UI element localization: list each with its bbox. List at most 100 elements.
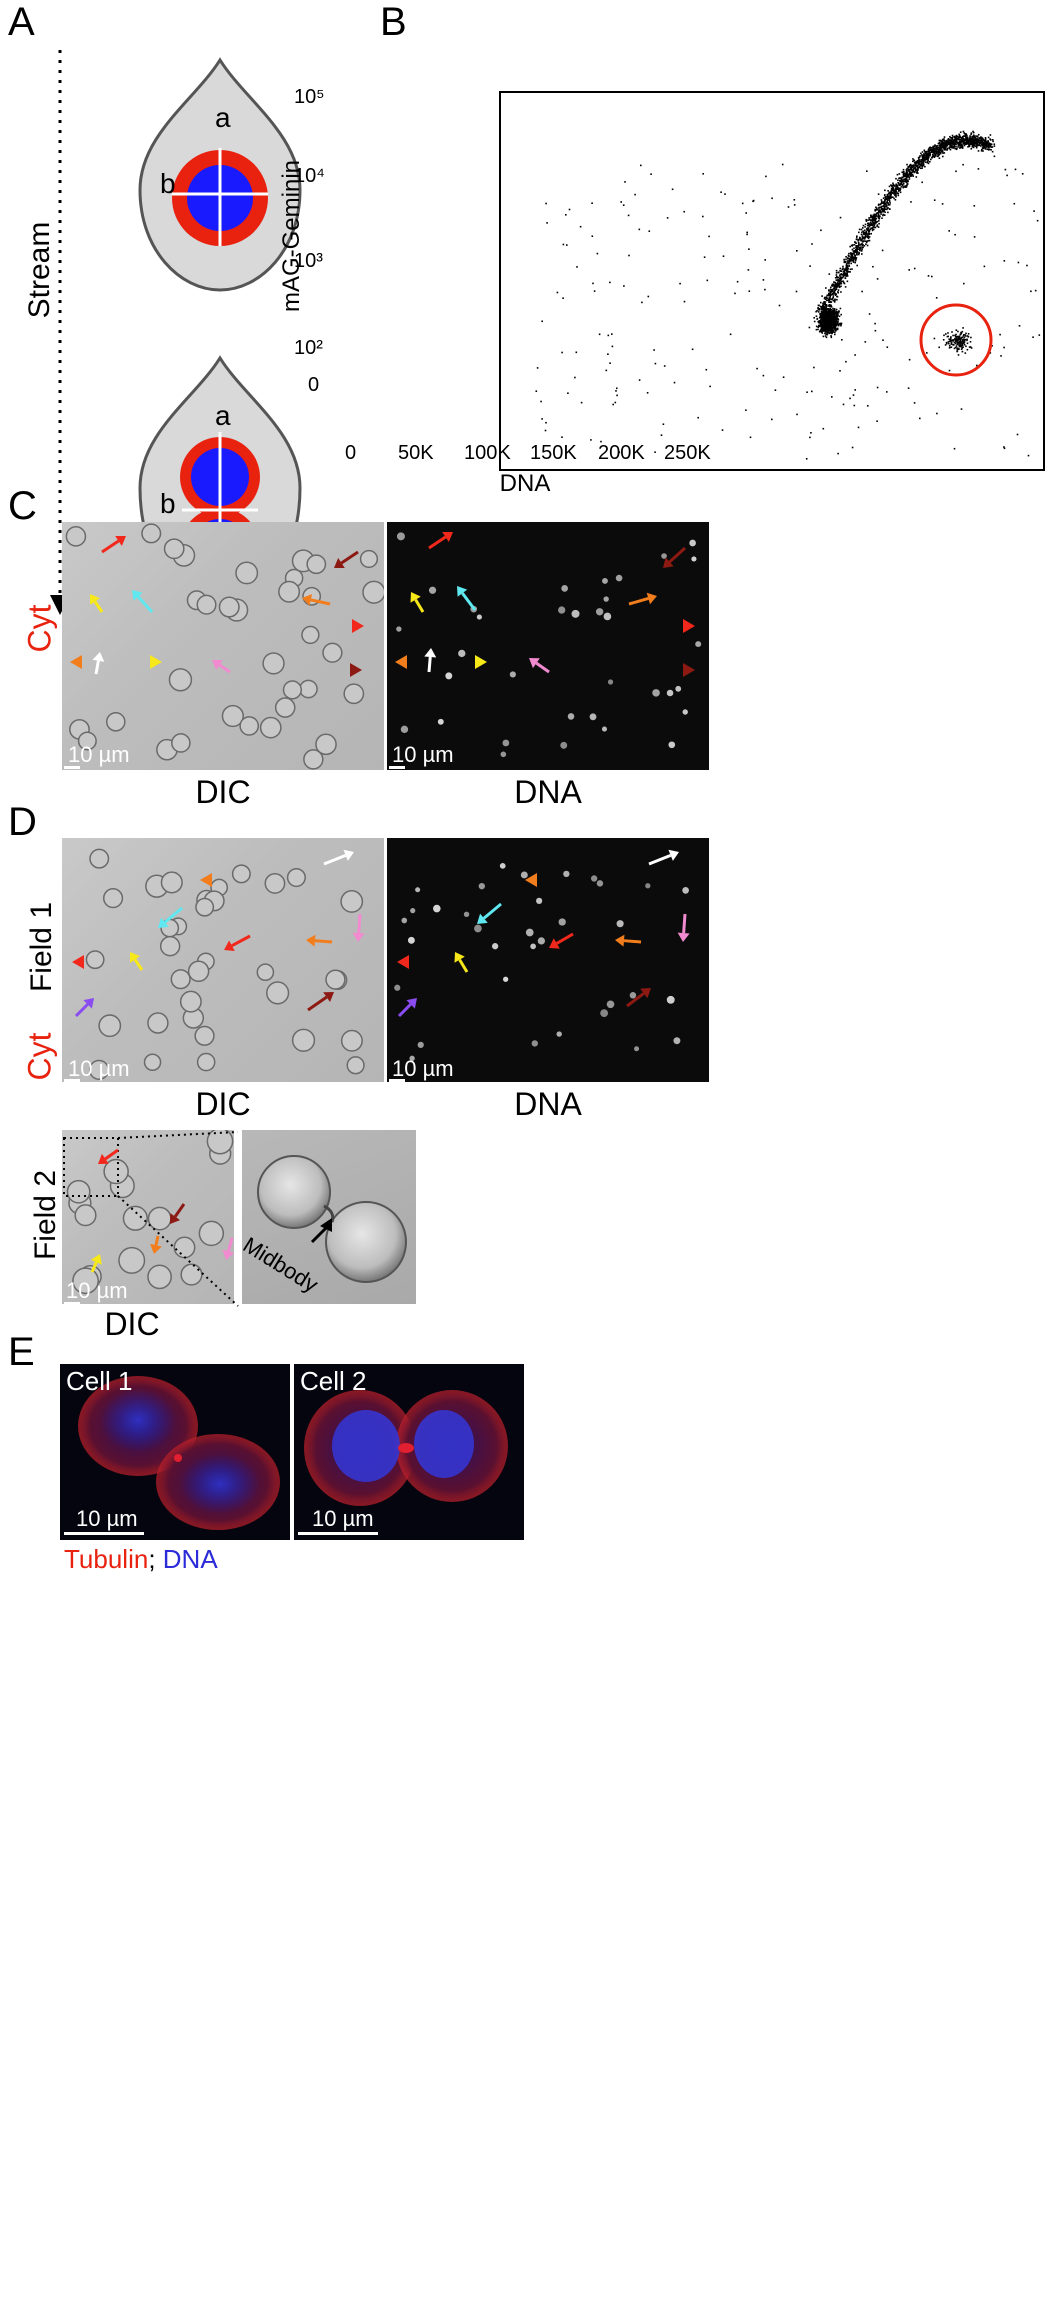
daughter-cell-1	[257, 1155, 331, 1229]
legend-dna: DNA	[162, 1544, 218, 1574]
panel-c-dic-image	[62, 522, 384, 770]
legend-separator: ;	[148, 1544, 163, 1574]
gate-circle	[919, 303, 993, 377]
pointer-arrow	[454, 952, 469, 973]
panel-d-field2-label: Field 2	[29, 1169, 62, 1261]
panel-d-dna-cells	[394, 862, 689, 1062]
pointer-arrow	[90, 1254, 102, 1273]
pointer-arrowhead	[350, 663, 362, 677]
x-tick-100k: 100K	[464, 442, 511, 464]
pointer-arrow	[212, 660, 231, 674]
panel-c-dic-caption: DIC	[195, 774, 251, 810]
scatter-points	[535, 130, 1041, 460]
pointer-arrowhead	[395, 655, 407, 669]
zoom-inset-cells	[257, 1155, 407, 1283]
x-tick-150k: 150K	[530, 442, 577, 464]
pointer-arrow	[74, 998, 94, 1018]
panel-d-label: D	[8, 800, 37, 844]
cell-top-b-label: b	[160, 168, 176, 199]
panel-c-dna-caption: DNA	[514, 774, 582, 810]
pointer-arrow	[628, 592, 657, 606]
panel-d-dic-scale: 10 µm	[68, 1056, 130, 1081]
panel-d-field2-overlay	[63, 1137, 235, 1273]
y-tick-10000: 10⁴	[294, 165, 325, 187]
panel-b-label: B	[380, 0, 407, 44]
x-tick-250k: 250K	[664, 442, 711, 464]
y-tick-100: 10²	[294, 337, 323, 359]
panel-d-dic-caption: DIC	[195, 1086, 251, 1122]
panel-d-dna-arrows	[397, 849, 690, 1018]
panel-d-dic-arrows	[72, 849, 365, 1018]
y-tick-1000: 10³	[294, 250, 323, 272]
pointer-arrow	[477, 902, 502, 924]
pointer-arrow	[150, 1235, 162, 1254]
panel-d-field2-image	[62, 1130, 234, 1304]
cell-top-a-label: a	[215, 102, 231, 133]
stream-label: Stream	[23, 221, 56, 319]
panel-c-dic-scale: 10 µm	[68, 742, 130, 767]
pointer-arrow	[352, 913, 365, 942]
panel-e-cell2-image	[294, 1364, 524, 1540]
pointer-arrow	[224, 934, 251, 952]
pointer-arrowhead	[70, 655, 82, 669]
pointer-arrow	[323, 849, 354, 866]
pointer-arrow	[92, 652, 105, 675]
pointer-arrow	[549, 932, 574, 949]
pointer-arrowhead	[683, 619, 695, 633]
pointer-arrow	[397, 998, 417, 1018]
pointer-arrowhead	[150, 655, 162, 669]
pointer-arrow	[302, 594, 331, 606]
flow-cytometry-scatter	[499, 91, 1045, 471]
x-tick-0: 0	[345, 442, 357, 464]
panel-c-dna-cells	[396, 532, 702, 758]
pointer-arrow	[98, 1148, 119, 1164]
pointer-arrowhead	[683, 663, 695, 677]
panel-c-label: C	[8, 484, 37, 528]
midbody-bridge	[323, 1204, 335, 1223]
panel-e-scale1: 10 µm	[76, 1506, 138, 1531]
pointer-arrow	[130, 952, 144, 971]
pointer-arrowhead	[72, 955, 84, 969]
y-tick-100000: 10⁵	[294, 86, 325, 108]
pointer-arrow	[307, 992, 334, 1012]
pointer-arrowhead	[525, 873, 537, 887]
x-tick-50k: 50K	[398, 442, 434, 464]
panel-d-dna-image	[387, 838, 709, 1082]
panel-d-field1-label: Field 1	[25, 901, 58, 993]
panel-d-dic-cells	[85, 848, 365, 1081]
panel-d-dna-scale: 10 µm	[392, 1056, 454, 1081]
pointer-arrow	[222, 1237, 235, 1260]
panel-a-label: A	[8, 0, 35, 44]
cell-bottom-a-label: a	[215, 400, 231, 431]
y-tick-0: 0	[308, 374, 320, 396]
panel-c-dic-cells	[65, 523, 384, 770]
pointer-arrow	[457, 586, 477, 611]
panel-c-dna-arrows	[395, 532, 695, 677]
pointer-arrow	[334, 550, 359, 568]
panel-c-dna-scale: 10 µm	[392, 742, 454, 767]
panel-e-cell2-label: Cell 2	[300, 1366, 367, 1396]
pointer-arrow	[132, 590, 154, 614]
panel-c-dna-image	[387, 522, 709, 770]
zoom-box	[63, 1137, 119, 1197]
daughter-cell-2	[325, 1201, 407, 1283]
cell-bottom-b-label: b	[160, 488, 176, 519]
panel-d-field2-scale: 10 µm	[66, 1278, 128, 1303]
panel-e-cell1-image	[60, 1364, 290, 1540]
x-axis-label: DNA	[499, 470, 551, 497]
panel-e-legend: Tubulin; DNA	[64, 1544, 218, 1575]
pointer-arrow	[648, 849, 679, 866]
pointer-arrowhead	[397, 955, 409, 969]
pointer-arrow	[90, 594, 104, 613]
pointer-arrow	[677, 913, 690, 942]
pointer-arrow	[306, 934, 333, 947]
legend-tubulin: Tubulin	[64, 1544, 149, 1574]
cell2-fluorescence	[304, 1390, 508, 1506]
panel-e-scale2: 10 µm	[312, 1506, 374, 1531]
pointer-arrow	[626, 988, 651, 1008]
panel-d-zoom-inset	[242, 1130, 416, 1304]
pointer-arrow	[424, 648, 437, 673]
pointer-arrowhead	[200, 873, 212, 887]
x-tick-200k: 200K	[598, 442, 645, 464]
cell1-fluorescence	[78, 1376, 280, 1530]
